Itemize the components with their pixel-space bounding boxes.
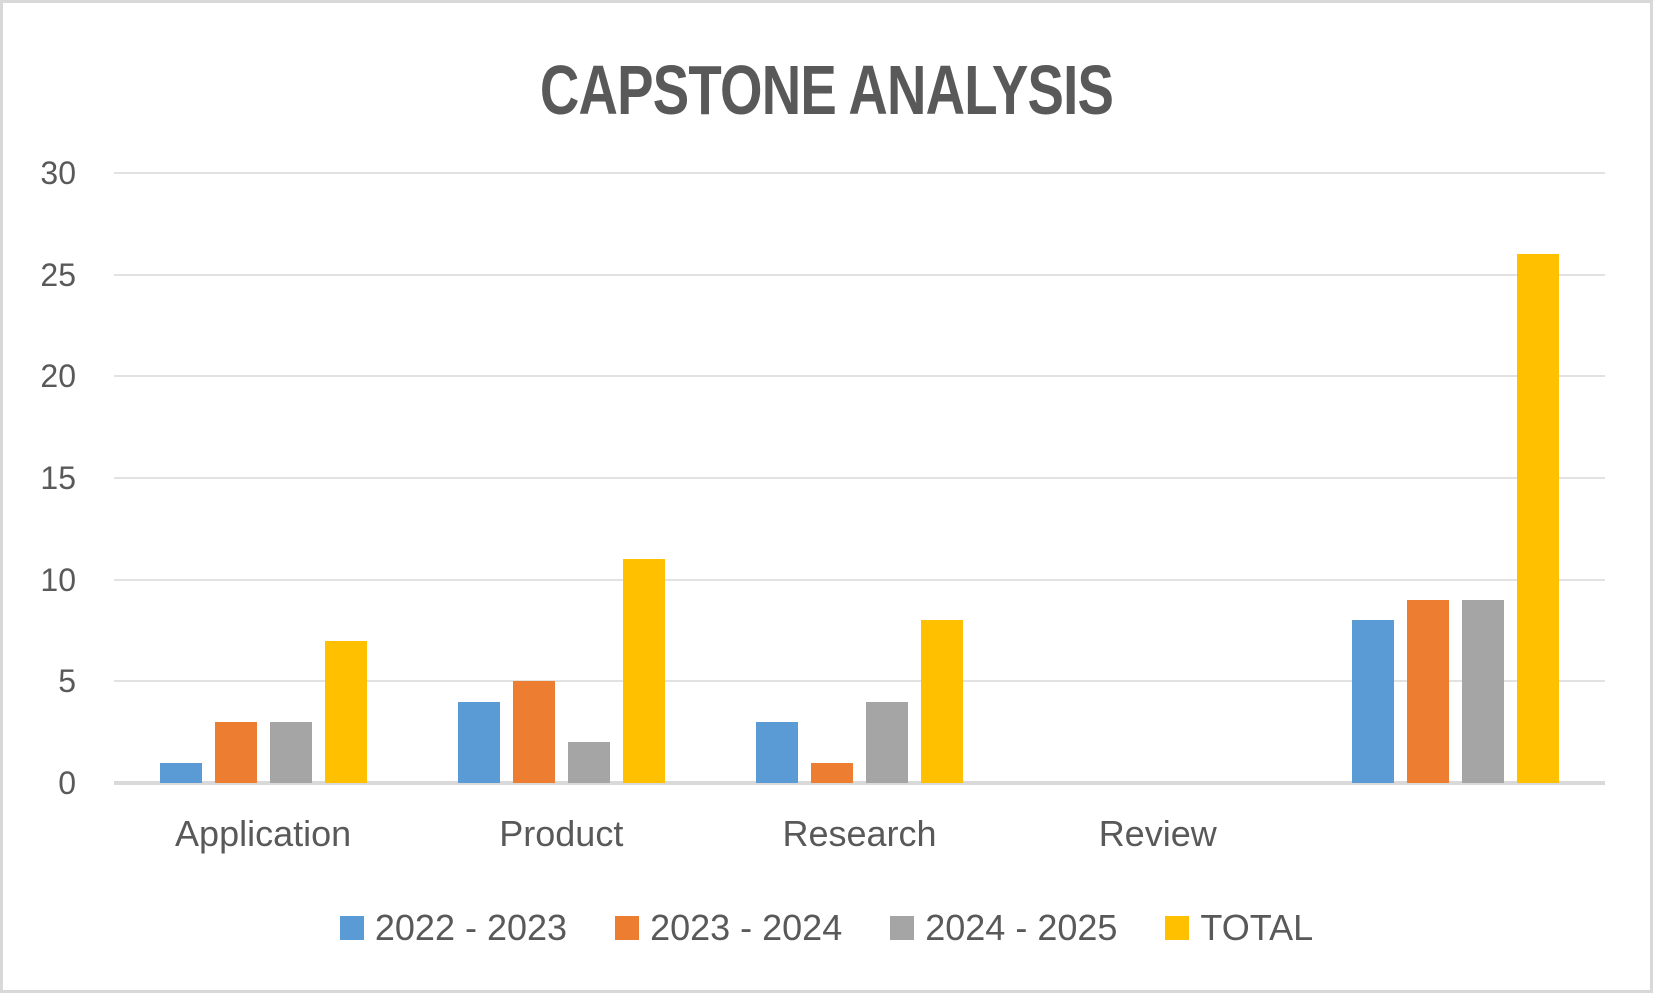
bar-group-Product: [412, 173, 710, 783]
bar-group-Review: [1009, 173, 1307, 783]
y-tick-label-20: 20: [40, 358, 76, 395]
bar-2022-2023-Application: [159, 762, 202, 783]
y-tick-label-15: 15: [40, 460, 76, 496]
category-label-blank: [1307, 813, 1605, 855]
bar-2022-2023-Product: [457, 701, 500, 783]
legend-item-2024-2025: 2024 - 2025: [890, 906, 1117, 950]
bar-2024-2025-Research: [866, 701, 908, 783]
x-axis-labels: Application Product Research Review: [114, 813, 1605, 855]
y-tick-label-0: 0: [58, 765, 76, 801]
category-label-Product: Product: [499, 813, 624, 854]
x-axis-line: [114, 781, 1605, 785]
bar-2024-2025-Product: [567, 742, 610, 783]
y-tick-label-30: 30: [40, 155, 76, 191]
category-label-Research: Research: [782, 813, 937, 854]
bar-TOTAL-Application: [324, 640, 367, 783]
legend-item-TOTAL: TOTAL: [1165, 906, 1313, 950]
y-gridline-15: [114, 477, 1605, 479]
bar-TOTAL-Research: [921, 620, 963, 783]
legend-label: 2023 - 2024: [650, 907, 843, 948]
y-gridline-10: [114, 578, 1605, 581]
bar-group-Application: [114, 173, 412, 783]
bar-2022-2023-blank: [1352, 620, 1395, 783]
bar-TOTAL-blank: [1517, 254, 1560, 783]
chart-title: CAPSTONE ANALYSIS: [539, 51, 1114, 129]
bar-groups: [114, 173, 1605, 783]
legend-label: 2024 - 2025: [925, 907, 1118, 948]
plot-area: Application Product Research Review 0 5 10 15 2…: [40, 157, 1605, 854]
legend-item-2022-2023: 2022 - 2023: [339, 906, 568, 950]
bar-2023-2024-Application: [214, 722, 257, 783]
bar-group-blank: [1307, 173, 1605, 783]
bar-2023-2024-blank: [1407, 600, 1450, 783]
legend-swatch-icon: [1165, 916, 1190, 940]
y-gridline-5: [114, 680, 1605, 683]
bar-TOTAL-Product: [622, 559, 665, 783]
bar-2023-2024-Product: [512, 681, 555, 783]
bar-group-Research: [710, 173, 1008, 783]
bar-2024-2025-blank: [1462, 600, 1505, 783]
y-tick-label-10: 10: [40, 561, 76, 598]
legend-label: 2022 - 2023: [374, 907, 568, 948]
legend: 2022 - 2023 2023 - 2024 2024 - 2025 TOTAL: [3, 904, 1650, 952]
legend-swatch-icon: [890, 916, 915, 940]
y-gridline-30: [114, 172, 1605, 174]
y-gridline-20: [114, 375, 1605, 378]
y-tick-label-25: 25: [40, 256, 76, 293]
bar-2024-2025-Application: [269, 722, 312, 783]
category-label-Review: Review: [1098, 813, 1217, 854]
legend-item-2023-2024: 2023 - 2024: [615, 906, 842, 950]
legend-swatch-icon: [615, 916, 640, 940]
y-gridline-25: [114, 273, 1605, 276]
y-tick-label-5: 5: [58, 663, 76, 700]
category-label-Application: Application: [175, 813, 352, 854]
legend-swatch-icon: [339, 916, 364, 940]
legend-label: TOTAL: [1200, 907, 1314, 948]
bar-2022-2023-Research: [756, 722, 798, 783]
bar-2023-2024-Research: [811, 762, 853, 783]
